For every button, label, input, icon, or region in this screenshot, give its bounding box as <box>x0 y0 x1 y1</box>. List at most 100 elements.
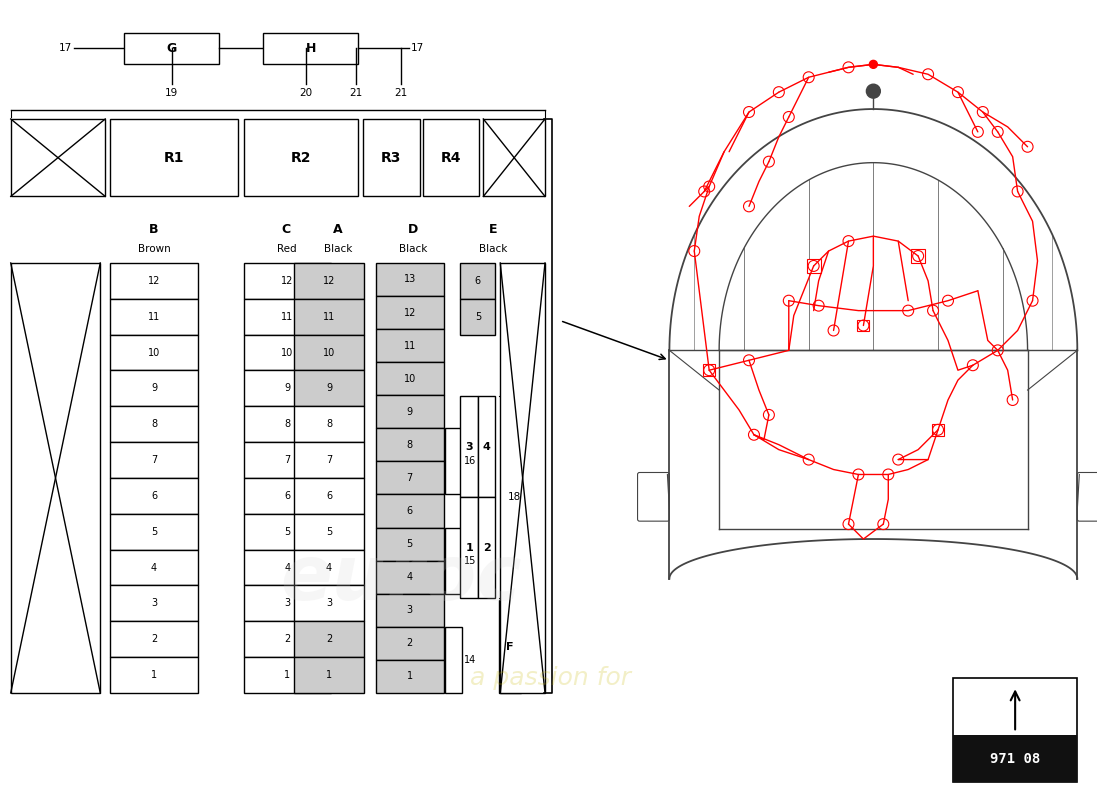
Bar <box>110 478 198 514</box>
Bar <box>703 364 715 376</box>
Text: 3: 3 <box>326 598 332 608</box>
Text: 2: 2 <box>483 543 491 553</box>
Text: 17: 17 <box>59 43 73 54</box>
Text: a passion for: a passion for <box>470 666 630 690</box>
Text: Black: Black <box>398 244 427 254</box>
Bar <box>110 406 198 442</box>
Bar <box>110 442 198 478</box>
Bar <box>500 263 544 693</box>
Text: C: C <box>282 222 290 236</box>
Bar <box>243 263 331 298</box>
Text: 4: 4 <box>407 572 412 582</box>
Text: 18: 18 <box>508 492 521 502</box>
Text: Red: Red <box>276 244 296 254</box>
Bar <box>110 119 238 197</box>
Bar <box>243 586 331 622</box>
Text: 9: 9 <box>326 383 332 394</box>
Text: 12: 12 <box>147 276 161 286</box>
Bar <box>11 119 106 197</box>
Text: 2: 2 <box>326 634 332 644</box>
Bar <box>295 370 364 406</box>
Text: 6: 6 <box>284 491 290 501</box>
Text: 5: 5 <box>475 312 481 322</box>
Bar <box>110 370 198 406</box>
Text: 10: 10 <box>282 347 294 358</box>
Bar <box>295 334 364 370</box>
Bar <box>376 626 443 660</box>
Text: 11: 11 <box>147 312 161 322</box>
Text: Black: Black <box>480 244 507 254</box>
Bar <box>295 586 364 622</box>
Bar <box>243 370 331 406</box>
Bar <box>376 296 443 329</box>
Bar <box>110 657 198 693</box>
Text: 5: 5 <box>407 539 412 549</box>
Bar <box>295 406 364 442</box>
Text: 17: 17 <box>410 43 424 54</box>
Bar <box>911 249 925 263</box>
Text: H: H <box>306 42 316 55</box>
Text: R1: R1 <box>164 150 184 165</box>
Bar <box>461 263 495 298</box>
Circle shape <box>869 60 878 68</box>
Bar <box>295 442 364 478</box>
Text: 4: 4 <box>284 562 290 573</box>
Bar <box>806 259 821 273</box>
Text: 21: 21 <box>350 88 363 98</box>
Text: 8: 8 <box>326 419 332 430</box>
Bar <box>243 622 331 657</box>
Bar <box>953 678 1077 782</box>
Bar <box>461 498 477 598</box>
Text: 6: 6 <box>326 491 332 501</box>
Text: 3: 3 <box>465 442 473 452</box>
Bar <box>243 478 331 514</box>
Bar <box>376 395 443 428</box>
Bar <box>243 406 331 442</box>
Text: 9: 9 <box>284 383 290 394</box>
Text: Black: Black <box>323 244 352 254</box>
Text: 4: 4 <box>483 442 491 452</box>
Bar <box>243 298 331 334</box>
Text: 1: 1 <box>465 543 473 553</box>
Text: 3: 3 <box>151 598 157 608</box>
Bar <box>477 396 495 498</box>
Bar <box>295 657 364 693</box>
Text: 3: 3 <box>407 606 412 615</box>
Bar <box>376 594 443 626</box>
Bar <box>295 622 364 657</box>
Bar <box>243 514 331 550</box>
Text: 10: 10 <box>147 347 161 358</box>
Bar <box>953 735 1077 782</box>
Text: 1: 1 <box>284 670 290 680</box>
Text: 12: 12 <box>404 307 416 318</box>
Text: 6: 6 <box>151 491 157 501</box>
Bar <box>376 462 443 494</box>
Text: R3: R3 <box>381 150 402 165</box>
Text: R2: R2 <box>290 150 311 165</box>
FancyBboxPatch shape <box>638 473 670 521</box>
Bar <box>110 514 198 550</box>
Bar <box>461 396 477 498</box>
Text: 1: 1 <box>326 670 332 680</box>
Bar <box>110 586 198 622</box>
Text: 15: 15 <box>464 556 476 566</box>
Text: 6: 6 <box>407 506 412 516</box>
Text: 3: 3 <box>284 598 290 608</box>
Bar <box>295 514 364 550</box>
Text: 6: 6 <box>475 276 481 286</box>
Text: 11: 11 <box>323 312 336 322</box>
Text: G: G <box>166 42 176 55</box>
Text: 971 08: 971 08 <box>990 752 1041 766</box>
Text: 11: 11 <box>282 312 294 322</box>
Bar <box>499 600 521 693</box>
Bar <box>461 298 495 334</box>
Text: A: A <box>333 222 343 236</box>
Bar <box>295 263 364 298</box>
Text: 10: 10 <box>404 374 416 384</box>
Text: 5: 5 <box>151 526 157 537</box>
Bar <box>264 33 358 64</box>
Bar <box>444 428 462 494</box>
Bar <box>243 119 358 197</box>
Bar <box>857 319 869 331</box>
Text: 8: 8 <box>407 440 412 450</box>
